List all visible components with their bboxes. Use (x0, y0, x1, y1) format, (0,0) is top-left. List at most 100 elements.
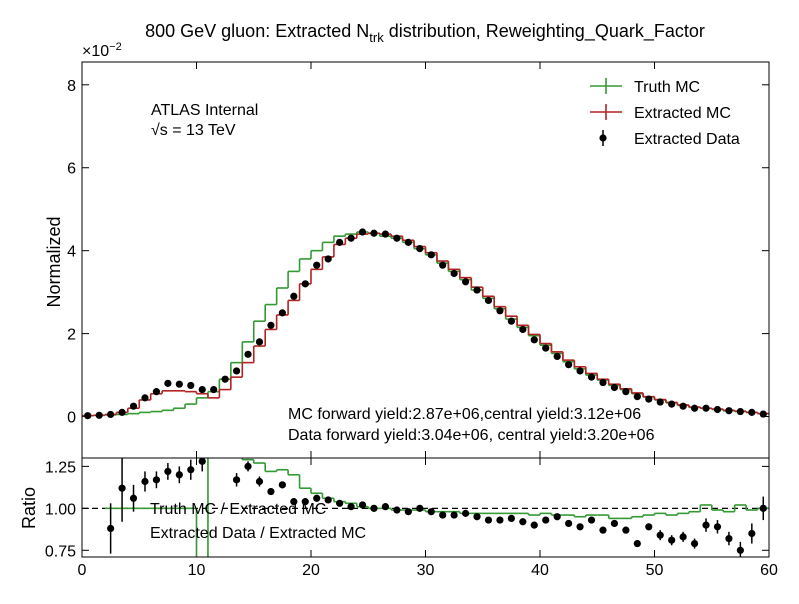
y-tick-label: 2 (67, 327, 76, 344)
data-point (107, 410, 115, 419)
data-point (370, 504, 378, 512)
data-point (484, 296, 493, 305)
data-point (187, 381, 195, 390)
legend-label: Truth MC (634, 79, 700, 96)
data-point (301, 498, 309, 506)
data-point (645, 523, 653, 531)
data-point (152, 388, 161, 396)
data-point (702, 404, 710, 412)
data-point (496, 307, 504, 315)
data-point (278, 481, 286, 489)
data-point (587, 373, 596, 381)
series-group (82, 228, 769, 420)
data-point (496, 516, 504, 524)
data-point (473, 513, 481, 521)
plot-area: 0 2 4 6 8 Truth MC Extracted MC Extracted Data 0… (45, 62, 778, 579)
series-group (82, 458, 769, 557)
data-point (484, 516, 493, 524)
legend-marker (599, 134, 607, 142)
data-point (141, 477, 149, 486)
legend-label: Truth MC / Extracted MC (150, 501, 326, 518)
data-point (519, 325, 527, 334)
data-point (610, 519, 619, 528)
data-point (381, 230, 390, 238)
data-point (450, 511, 458, 519)
data-point (381, 503, 390, 511)
y-axis-label: Normalized (44, 216, 64, 307)
data-point (404, 508, 412, 516)
data-point (347, 503, 355, 511)
y-tick-label: 8 (67, 78, 76, 95)
data-point (152, 476, 161, 484)
x-tick-label: 10 (188, 562, 206, 579)
data-point (576, 523, 584, 531)
data-point (748, 529, 756, 538)
data-point (473, 286, 481, 294)
data-point (267, 487, 275, 496)
data-point (599, 378, 607, 387)
data-point (565, 519, 573, 528)
data-point (290, 292, 298, 300)
data-point (690, 539, 699, 548)
data-point (702, 521, 710, 529)
x-tick-label: 50 (646, 562, 664, 579)
legend-label: Extracted Data (634, 131, 740, 148)
y-tick-label: 6 (67, 161, 76, 178)
data-point (713, 405, 722, 414)
data-point (633, 393, 641, 401)
data-point (759, 410, 767, 418)
data-point (187, 466, 195, 474)
data-point (84, 412, 92, 420)
data-point (175, 380, 183, 388)
data-point (129, 494, 138, 502)
data-point (221, 375, 229, 383)
legend-label: Extracted Data / Extracted MC (150, 525, 366, 542)
data-point (599, 526, 607, 534)
data-point (656, 398, 664, 406)
data-point (553, 513, 561, 521)
data-point (324, 496, 332, 504)
data-point (164, 467, 172, 476)
data-point (633, 539, 641, 548)
data-point (129, 402, 138, 410)
data-point (759, 504, 767, 512)
data-point (393, 234, 401, 242)
data-point (507, 317, 515, 325)
data-point (507, 514, 515, 523)
y-tick-label: 4 (67, 244, 76, 261)
data-point (358, 228, 367, 236)
data-point (232, 367, 241, 375)
data-point (668, 400, 676, 408)
title-rest: distribution, Reweighting_Quark_Factor (384, 21, 705, 42)
data-point (393, 506, 401, 514)
x-tick-label: 40 (531, 562, 549, 579)
data-point (336, 238, 344, 246)
legend-label: Extracted MC (634, 105, 731, 122)
data-point (610, 383, 619, 392)
data-point (656, 531, 664, 539)
data-point (461, 509, 470, 517)
data-point (645, 395, 653, 403)
data-point (107, 524, 115, 533)
data-point (679, 533, 687, 541)
data-point (290, 498, 298, 506)
data-point (427, 508, 435, 516)
x-tick-label: 60 (760, 562, 778, 579)
data-point (736, 407, 744, 416)
data-point (439, 261, 447, 269)
title-main: 800 GeV gluon: Extracted N (145, 21, 369, 41)
annotation: ATLAS Internal (151, 102, 258, 119)
data-point (370, 229, 378, 237)
data-point (530, 336, 538, 344)
data-point (542, 516, 550, 524)
annotation: Data forward yield:3.04e+06, central yie… (288, 427, 655, 444)
data-point (164, 379, 172, 387)
data-point (347, 234, 355, 242)
data-point (244, 350, 252, 358)
data-point (416, 504, 424, 512)
offset-base: ×10 (82, 43, 109, 60)
data-point (622, 388, 630, 396)
data-point (713, 523, 722, 531)
data-point (141, 394, 149, 402)
data-point (336, 499, 344, 507)
